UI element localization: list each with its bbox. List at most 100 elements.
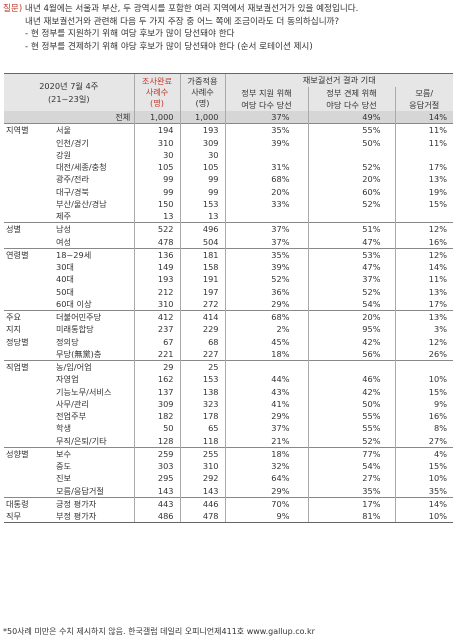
cell-check: 37% [307, 273, 395, 286]
row-label: 부정 평가자 [52, 510, 134, 524]
row-category [4, 485, 52, 498]
cell-completed: 303 [133, 460, 180, 473]
cell-dontknow: 13% [394, 173, 453, 186]
cell-dontknow: 14% [394, 261, 453, 274]
cell-support: 44% [224, 373, 308, 386]
cell-check: 47% [307, 235, 395, 249]
cell-weighted: 323 [179, 397, 225, 410]
cell-dontknow: 4% [394, 446, 453, 460]
cell-check: 54% [307, 460, 395, 473]
cell-dontknow: 12% [394, 222, 453, 236]
table-row: 연령별 18~29세 136 181 35% 53% 12% [4, 247, 453, 261]
cell-support: 35% [224, 123, 308, 137]
cell-completed: 212 [133, 285, 180, 298]
cell-completed: 310 [133, 136, 180, 149]
cell-completed: 193 [133, 273, 180, 286]
row-label: 진보 [56, 473, 72, 484]
row-category: 지지 [6, 324, 22, 335]
cell-completed: 13 [133, 210, 180, 223]
cell-dontknow: 11% [394, 273, 453, 286]
row-category [4, 286, 52, 298]
cell-support: 20% [224, 185, 308, 198]
cell-dontknow: 16% [394, 410, 453, 423]
cell-completed: 162 [133, 373, 180, 386]
cell-support: 21% [224, 434, 308, 448]
cell-dontknow: 3% [394, 323, 453, 336]
cell-support: 36% [224, 285, 308, 298]
cell-check: 54% [307, 297, 395, 311]
cell-weighted: 1,000 [179, 111, 225, 124]
cell-check: 53% [307, 247, 395, 261]
cell-support: 33% [224, 197, 308, 210]
row-label: 미래통합당 [56, 324, 94, 335]
cell-support [224, 148, 308, 161]
question-text-1: 내년 4월에는 서울과 부산, 두 광역시를 포함한 여러 지역에서 재보궐선거… [24, 4, 359, 14]
cell-check: 47% [307, 261, 395, 274]
table-row: 무직/은퇴/기타 128 118 21% 52% 27% [4, 434, 453, 448]
cell-dontknow [394, 210, 453, 223]
row-label: 자영업 [56, 374, 79, 385]
table-row: 지역별 서울 194 193 35% 55% 11% [4, 123, 453, 137]
cell-weighted: 158 [179, 261, 225, 274]
cell-check: 60% [307, 185, 395, 198]
cell-weighted: 504 [179, 235, 225, 249]
col5-line-2: 응답거절 [409, 100, 440, 110]
cell-completed: 136 [133, 247, 180, 261]
row-category [4, 210, 52, 223]
row-label: 강원 [56, 149, 72, 160]
cell-support: 2% [224, 323, 308, 336]
col-weighted-samples: 가중적용 사례수 (명) [179, 73, 225, 111]
table-row: 진보 295 292 64% 27% 10% [4, 472, 453, 485]
results-table: 2020년 7월 4주 (21~23일) 조사완료 사례수 (명) 가중적용 사… [4, 73, 453, 524]
row-category: 연령별 [4, 247, 52, 261]
cell-dontknow: 15% [394, 385, 453, 398]
table-row: 직업별 농/임/어업 29 25 [4, 360, 453, 374]
row-label: 남성 [52, 222, 134, 236]
row-category [4, 161, 52, 173]
row-category [4, 111, 52, 124]
cell-check: 42% [307, 385, 395, 398]
cell-completed: 478 [133, 235, 180, 249]
col-check-opposition: 정부 견제 위해 야당 다수 당선 [307, 87, 395, 111]
row-label: 부산/울산/경남 [56, 198, 107, 209]
cell-dontknow [394, 360, 453, 374]
row-label: 중도 [56, 461, 72, 471]
cell-dontknow: 17% [394, 297, 453, 311]
row-category [4, 298, 52, 311]
survey-period-line-1: 2020년 7월 4주 [39, 80, 99, 91]
cell-completed: 29 [133, 360, 180, 374]
col1-line-3: (명) [150, 98, 164, 108]
cell-dontknow: 8% [394, 422, 453, 435]
row-category [4, 236, 52, 249]
table-row: 주요 더불어민주당 412 414 68% 20% 13% [4, 310, 453, 324]
cell-completed: 99 [133, 173, 180, 186]
cell-support: 18% [224, 347, 308, 361]
row-label: 서울 [52, 123, 134, 137]
col2-line-1: 가중적용 [187, 76, 218, 86]
survey-period-header: 2020년 7월 4주 (21~23일) [4, 73, 134, 111]
row-label: 50대 [56, 286, 74, 297]
row-category [4, 186, 52, 198]
cell-completed: 143 [133, 484, 180, 498]
row-category [4, 273, 52, 285]
cell-check: 17% [307, 496, 395, 510]
table-row: 성향별 보수 259 255 18% 77% 4% [4, 446, 453, 460]
cell-support: 70% [224, 496, 308, 510]
row-label: 인천/경기 [56, 137, 89, 148]
table-row: 대구/경북 99 99 20% 60% 19% [4, 185, 453, 198]
col2-line-3: (명) [195, 98, 210, 108]
row-category: 직무 [4, 510, 52, 524]
table-row: 여성 478 504 37% 47% 16% [4, 235, 453, 249]
table-row: 전업주부 182 178 29% 55% 16% [4, 410, 453, 423]
cell-check: 27% [307, 472, 395, 485]
table-row: 사무/관리 309 323 41% 50% 9% [4, 397, 453, 410]
question-option-2: - 현 정부를 견제하기 위해 야당 후보가 많이 당선돼야 한다 (순서 로테… [25, 41, 313, 52]
question-line-1: 질문) 내년 4월에는 서울과 부산, 두 광역시를 포함한 여러 지역에서 재… [3, 3, 453, 16]
cell-check [307, 148, 395, 161]
table-row: 강원 30 30 [4, 148, 453, 161]
cell-weighted: 65 [179, 422, 225, 435]
row-label: 더불어민주당 [52, 310, 134, 324]
table-row: 기능노무/서비스 137 138 43% 42% 15% [4, 385, 453, 398]
footnote: *50사례 미만은 수치 제시하지 않음. 한국갤럽 데일리 오피니언제411호… [3, 627, 315, 636]
cell-dontknow: 26% [394, 347, 453, 361]
